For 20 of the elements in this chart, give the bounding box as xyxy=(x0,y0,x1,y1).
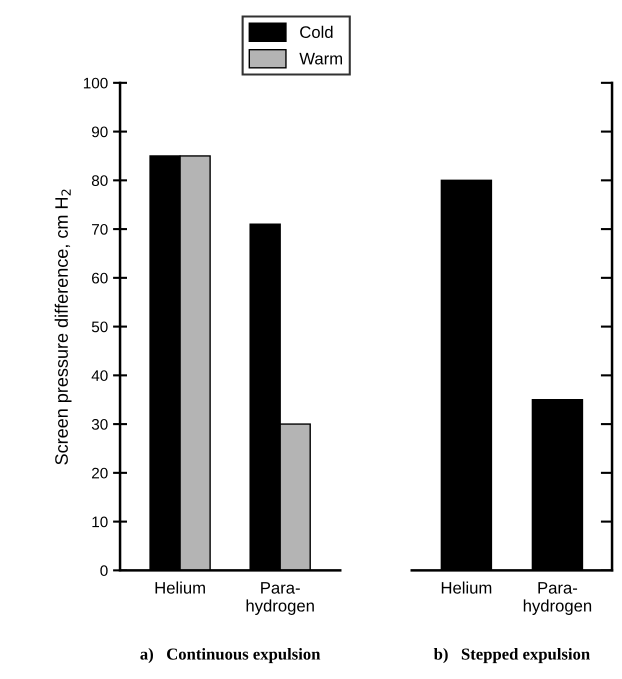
legend-label: Warm xyxy=(299,52,342,64)
y-tick-label: 90 xyxy=(92,126,108,138)
y-tick-label: 20 xyxy=(92,468,108,479)
text: b) Stepped expulsion xyxy=(434,648,590,664)
y-tick-label: 10 xyxy=(92,516,108,528)
x-tick-label: Helium xyxy=(156,581,205,594)
text: a) Continuous expulsion xyxy=(140,648,320,664)
y-axis-title: Screen pressure difference, cm H$_{2}$ xyxy=(54,190,72,465)
y-tick-label: 70 xyxy=(92,224,108,235)
legend-label: Cold xyxy=(300,26,332,38)
y-tick-label: 30 xyxy=(92,418,108,430)
y-tick-label: 40 xyxy=(92,370,108,382)
y-tick-label: 80 xyxy=(92,175,108,186)
x-tick-label: Helium xyxy=(442,581,492,594)
x-tick-label: Para- hydrogen xyxy=(246,582,314,615)
y-tick-label: 0 xyxy=(100,565,108,576)
y-tick-label: 100 xyxy=(84,78,108,89)
x-tick-label: Para- hydrogen xyxy=(524,582,592,615)
y-tick-label: 50 xyxy=(92,321,108,332)
y-tick-label: 60 xyxy=(92,272,108,284)
